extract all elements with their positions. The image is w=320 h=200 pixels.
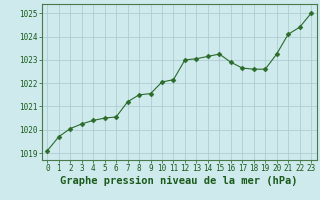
X-axis label: Graphe pression niveau de la mer (hPa): Graphe pression niveau de la mer (hPa)	[60, 176, 298, 186]
